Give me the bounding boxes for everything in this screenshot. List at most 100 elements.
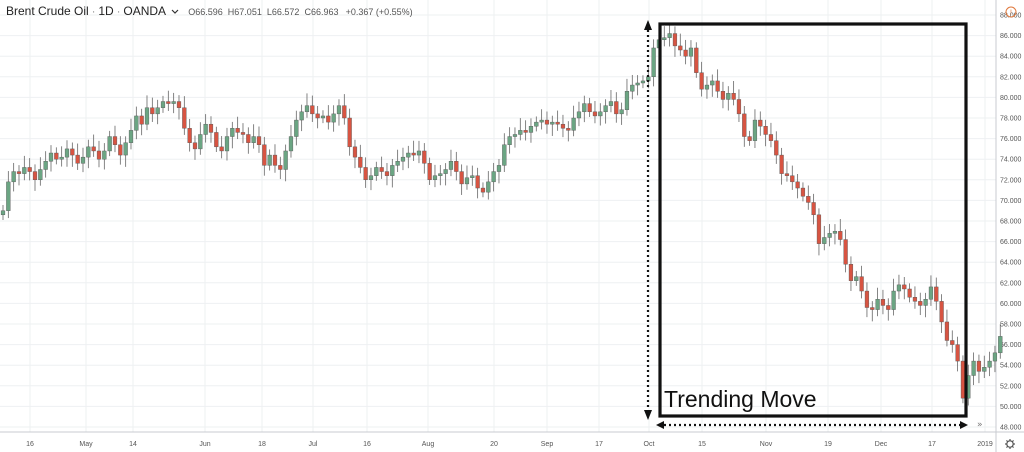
candle-body [203,123,208,135]
trend-box [658,22,968,418]
candle-body [262,144,267,166]
annotation-label: Trending Move [664,386,817,412]
candle-body [64,148,70,158]
candle-body [134,115,139,131]
candle-body [294,119,299,137]
candle-body [608,101,614,106]
candle-body [688,47,694,57]
candle-body [502,144,507,166]
candle-body [48,152,54,162]
candle-body [752,119,758,141]
candle-body [368,175,374,180]
candle-body [102,150,107,160]
candle-body [838,231,843,240]
candle-body [123,142,128,156]
double-chevron-right-icon[interactable]: » [977,420,983,430]
candle-body [91,146,96,152]
candle-body [950,340,955,345]
candle-body [672,33,678,47]
candle-body [256,136,262,145]
candle-body [379,167,384,172]
candle-body [592,111,598,117]
candle-body [603,105,608,113]
candle-body [187,128,192,143]
candle-body [150,107,155,115]
candle-body [795,181,800,189]
y-tick-label: 56.000 [1000,342,1022,349]
x-tick-label: 2019 [977,441,993,448]
candle-body [550,121,555,125]
candle-body [635,82,640,86]
candle-body [107,136,112,152]
arrowhead-right [960,421,968,429]
arrowhead-down [644,410,652,420]
candle-body [6,181,11,211]
candle-body [768,134,774,141]
y-tick-label: 48.000 [1000,425,1022,432]
candle-body [400,156,406,162]
candle-body [43,161,48,170]
candle-body [886,305,891,310]
candle-body [422,150,427,164]
symbol-title[interactable]: Brent Crude Oil [6,4,89,18]
open-value: O66.596 [188,7,223,17]
candle-body [998,336,1003,354]
candle-body [630,84,635,92]
candle-body [859,276,864,292]
candle-body [816,214,822,244]
candle-body [576,111,582,119]
candle-body [475,175,480,189]
x-tick-label: May [79,441,93,448]
candle-body [166,101,171,104]
candle-body [208,123,214,133]
candle-body [704,84,710,90]
candle-body [230,128,235,137]
candle-body [864,290,870,308]
alert-circle-icon[interactable] [1005,6,1017,18]
change-value: +0.367 (+0.55%) [345,7,413,17]
y-tick-label: 72.000 [1000,177,1022,184]
candle-body [363,167,368,181]
candle-body [928,286,934,300]
candle-body [438,173,443,176]
candle-body [683,49,688,57]
x-tick-label: 17 [928,441,936,448]
candle-body [0,210,6,216]
candle-body [619,109,624,115]
x-tick-label: 16 [363,441,371,448]
low-value: L66.572 [266,7,300,17]
y-tick-label: 80.000 [1000,95,1022,102]
candle-body [736,99,742,115]
candle-body [374,167,379,176]
interval-label[interactable]: 1D [98,4,114,18]
y-tick-label: 52.000 [1000,383,1022,390]
candle-body [587,103,592,113]
y-tick-label: 88.000 [1000,13,1022,20]
candle-body [800,187,806,197]
candle-body [310,105,315,115]
y-tick-label: 64.000 [1000,260,1022,267]
candle-body [662,37,667,40]
candle-body [160,101,166,108]
candle-body [480,187,486,193]
close-value: C66.963 [304,7,339,17]
candle-body [720,91,726,100]
candle-body [539,119,544,123]
candle-body [38,169,43,181]
candle-body [758,119,763,127]
candle-body [987,360,992,368]
y-tick-label: 76.000 [1000,136,1022,143]
chevron-down-icon[interactable] [171,9,179,15]
candle-body [11,171,16,183]
candle-body [336,105,342,115]
candle-body [944,321,950,341]
candle-body [598,111,603,117]
candle-body [923,299,928,306]
candle-body [128,130,134,143]
candle-body [710,80,715,86]
candle-body [358,156,363,168]
candle-body [171,101,176,104]
candle-body [251,136,256,143]
